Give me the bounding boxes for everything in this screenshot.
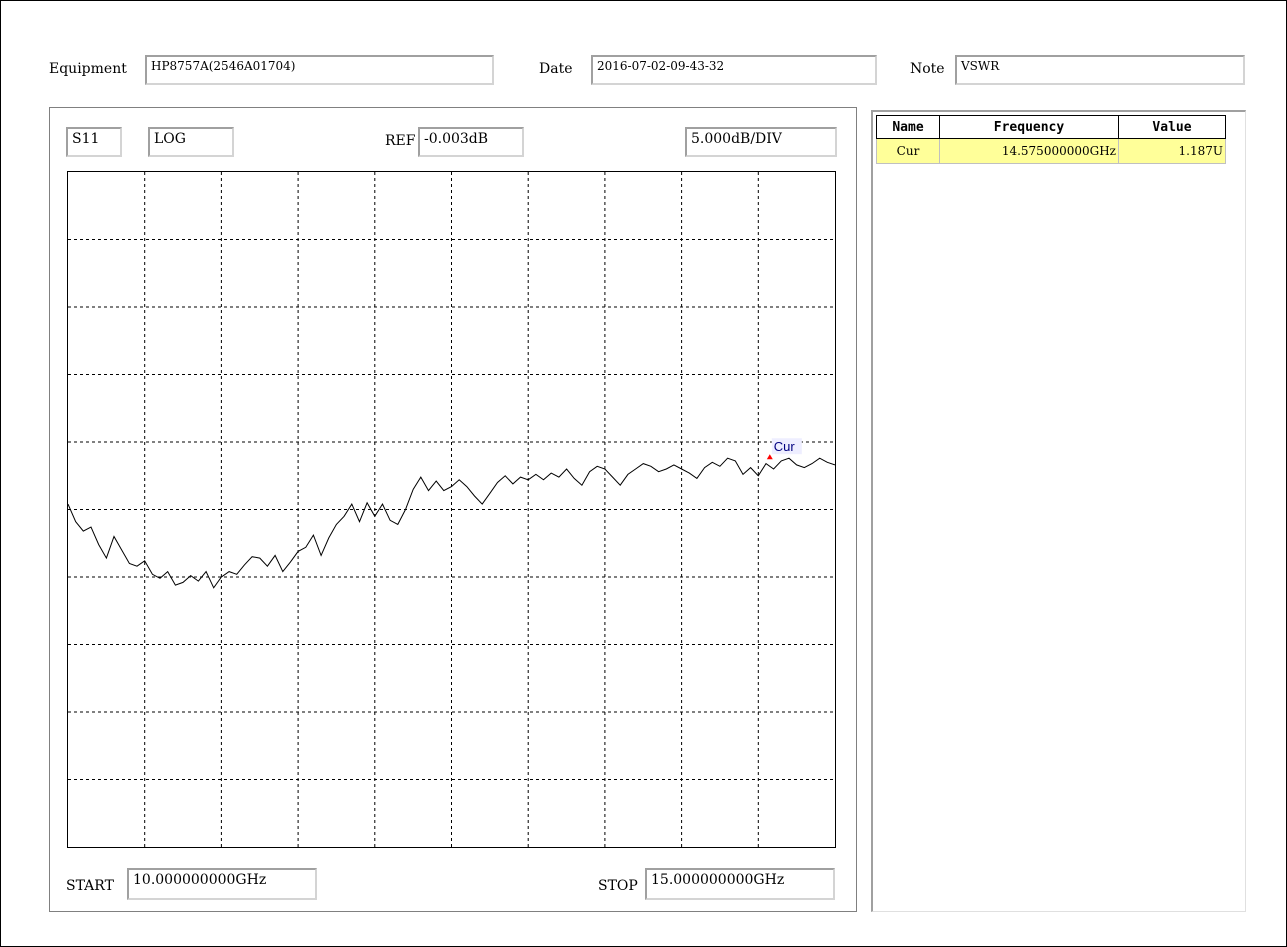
date-label: Date — [539, 61, 573, 77]
grid — [68, 172, 835, 847]
marker-name-cell: Cur — [876, 138, 940, 164]
parameter-field[interactable]: S11 — [66, 127, 122, 157]
marker-table: Name Frequency Value Cur 14.575000000GHz… — [876, 115, 1226, 164]
date-field[interactable]: 2016-07-02-09-43-32 — [591, 55, 877, 85]
equipment-field[interactable]: HP8757A(2546A01704) — [145, 55, 494, 85]
marker-label-background — [771, 438, 802, 455]
marker-layer: Cur — [766, 438, 802, 460]
ref-value-field[interactable]: -0.003dB — [418, 127, 524, 157]
trace-line — [68, 457, 835, 589]
marker-frequency-cell: 14.575000000GHz — [939, 138, 1119, 164]
format-field[interactable]: LOG — [148, 127, 234, 157]
start-label: START — [66, 878, 114, 894]
column-header-frequency[interactable]: Frequency — [939, 115, 1119, 139]
note-field[interactable]: VSWR — [955, 55, 1245, 85]
plot-area: Cur — [67, 171, 836, 848]
ref-label: REF — [385, 133, 416, 149]
stop-frequency-field[interactable]: 15.000000000GHz — [645, 868, 835, 900]
scale-field[interactable]: 5.000dB/DIV — [685, 127, 837, 157]
marker-table-header: Name Frequency Value — [876, 115, 1226, 139]
trace-plot: Cur — [68, 172, 835, 847]
equipment-label: Equipment — [49, 61, 127, 77]
marker-label: Cur — [774, 439, 796, 454]
column-header-name[interactable]: Name — [876, 115, 940, 139]
stop-label: STOP — [598, 878, 638, 894]
marker-table-panel: Name Frequency Value Cur 14.575000000GHz… — [871, 110, 1246, 912]
note-label: Note — [910, 61, 945, 77]
marker-point[interactable] — [766, 454, 773, 460]
column-header-value[interactable]: Value — [1118, 115, 1226, 139]
table-row[interactable]: Cur 14.575000000GHz 1.187U — [876, 138, 1226, 164]
marker-value-cell: 1.187U — [1118, 138, 1226, 164]
start-frequency-field[interactable]: 10.000000000GHz — [127, 868, 317, 900]
